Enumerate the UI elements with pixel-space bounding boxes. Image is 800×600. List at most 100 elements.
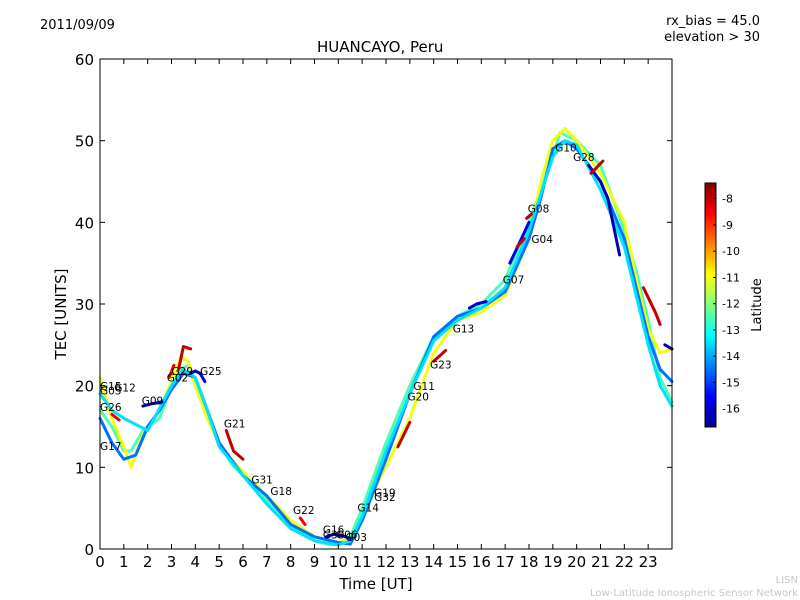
- chart-title: HUANCAYO, Peru: [317, 38, 444, 56]
- satellite-label: G08: [528, 204, 550, 216]
- footer-credit: LISN Low-Latitude Ionospheric Sensor Net…: [590, 574, 798, 600]
- colorbar-tick-label: -12: [722, 298, 740, 311]
- satellite-label: G12: [114, 382, 136, 394]
- satellite-label: G25: [200, 366, 222, 378]
- footer-network: Low-Latitude Ionospheric Sensor Network: [590, 588, 798, 599]
- series-line-9: [663, 343, 674, 351]
- x-tick-label: 13: [400, 553, 419, 571]
- x-tick-label: 16: [472, 553, 491, 571]
- x-tick-label: 7: [262, 553, 272, 571]
- colorbar-label: Latitude: [750, 278, 765, 332]
- series-line-20: [167, 363, 176, 379]
- colorbar: [704, 182, 717, 428]
- y-tick-label: 60: [75, 51, 94, 69]
- colorbar-tick-label: -15: [722, 376, 740, 389]
- footer-lisn: LISN: [775, 575, 798, 586]
- satellite-label: G05: [100, 386, 122, 398]
- x-tick-label: 22: [615, 553, 634, 571]
- satellite-label: G21: [224, 418, 246, 430]
- satellite-label: G20: [407, 391, 429, 403]
- satellite-label: G32: [374, 492, 396, 504]
- x-tick-label: 9: [310, 553, 320, 571]
- plot-area: [100, 59, 672, 549]
- x-tick-label: 12: [376, 553, 395, 571]
- series-line-5: [189, 369, 207, 384]
- date-label: 2011/09/09: [40, 18, 115, 33]
- series-line-19: [641, 286, 662, 326]
- satellite-label: G26: [100, 402, 122, 414]
- x-tick-label: 10: [329, 553, 348, 571]
- series-line-3: [98, 139, 674, 547]
- x-tick-label: 19: [543, 553, 562, 571]
- colorbar-tick-label: -14: [722, 350, 740, 363]
- x-tick-label: 18: [519, 553, 538, 571]
- x-tick-label: 17: [496, 553, 515, 571]
- satellite-label: G15: [100, 381, 122, 393]
- satellite-label: G28: [573, 152, 595, 164]
- satellite-label: G07: [503, 275, 525, 287]
- satellite-label: G16: [323, 524, 345, 536]
- y-tick-label: 20: [75, 378, 94, 396]
- satellite-label: G09: [142, 395, 164, 407]
- satellite-label: G03: [345, 532, 367, 544]
- x-tick-label: 3: [167, 553, 177, 571]
- colorbar-tick-label: -16: [722, 403, 740, 416]
- satellite-label: G23: [430, 360, 452, 372]
- series-line-14: [396, 420, 412, 449]
- colorbar-tick-label: -10: [722, 245, 740, 258]
- series-line-16: [515, 237, 526, 249]
- satellite-label: G06: [336, 529, 358, 541]
- series-line-15: [432, 349, 448, 363]
- x-tick-label: 21: [591, 553, 610, 571]
- series-line-21: [298, 516, 307, 526]
- x-tick-label: 14: [424, 553, 443, 571]
- series-line-11: [177, 345, 193, 371]
- colorbar-tick-label: -13: [722, 324, 740, 337]
- x-tick-label: 1: [119, 553, 129, 571]
- series-line-13: [224, 429, 245, 461]
- x-tick-label: 23: [639, 553, 658, 571]
- series-line-12: [110, 412, 121, 422]
- satellite-label: G19: [374, 488, 396, 500]
- y-tick-label: 40: [75, 214, 94, 232]
- y-tick-label: 10: [75, 459, 94, 477]
- bias-info: rx_bias = 45.0 elevation > 30: [664, 14, 760, 46]
- x-tick-label: 4: [191, 553, 201, 571]
- satellite-label: G17: [100, 441, 122, 453]
- elevation-label: elevation > 30: [664, 30, 760, 45]
- series-line-7: [467, 300, 488, 310]
- satellite-label: G02: [167, 373, 189, 385]
- x-tick-label: 8: [286, 553, 296, 571]
- x-axis-label: Time [UT]: [338, 575, 412, 593]
- y-axis-label: TEC [UNITS]: [52, 269, 70, 361]
- satellite-label: G14: [357, 502, 379, 514]
- series-line-18: [589, 159, 605, 175]
- y-tick-label: 30: [75, 296, 94, 314]
- series-line-8: [587, 163, 622, 257]
- satellite-label: G29: [172, 366, 194, 378]
- series-line-17: [525, 212, 533, 220]
- series-line-6: [324, 532, 352, 540]
- satellite-label: G18: [270, 486, 292, 498]
- x-tick-label: 0: [95, 553, 105, 571]
- x-tick-label: 5: [214, 553, 224, 571]
- colorbar-tick-label: -11: [722, 271, 740, 284]
- x-tick-label: 2: [143, 553, 153, 571]
- y-tick-label: 50: [75, 133, 94, 151]
- y-tick-label: 0: [84, 541, 94, 559]
- colorbar-tick-label: -8: [722, 193, 733, 206]
- satellite-label: G22: [293, 505, 315, 517]
- satellite-label: G30: [323, 529, 345, 541]
- x-tick-label: 11: [353, 553, 372, 571]
- x-tick-label: 6: [238, 553, 248, 571]
- satellite-label: G31: [251, 475, 273, 487]
- satellite-label: G04: [531, 234, 553, 246]
- satellite-label: G13: [453, 324, 475, 336]
- satellite-label: G11: [413, 381, 435, 393]
- satellite-label: G10: [555, 142, 577, 154]
- rx-bias-label: rx_bias = 45.0: [666, 14, 760, 29]
- colorbar-tick-label: -9: [722, 219, 733, 232]
- x-tick-label: 15: [448, 553, 467, 571]
